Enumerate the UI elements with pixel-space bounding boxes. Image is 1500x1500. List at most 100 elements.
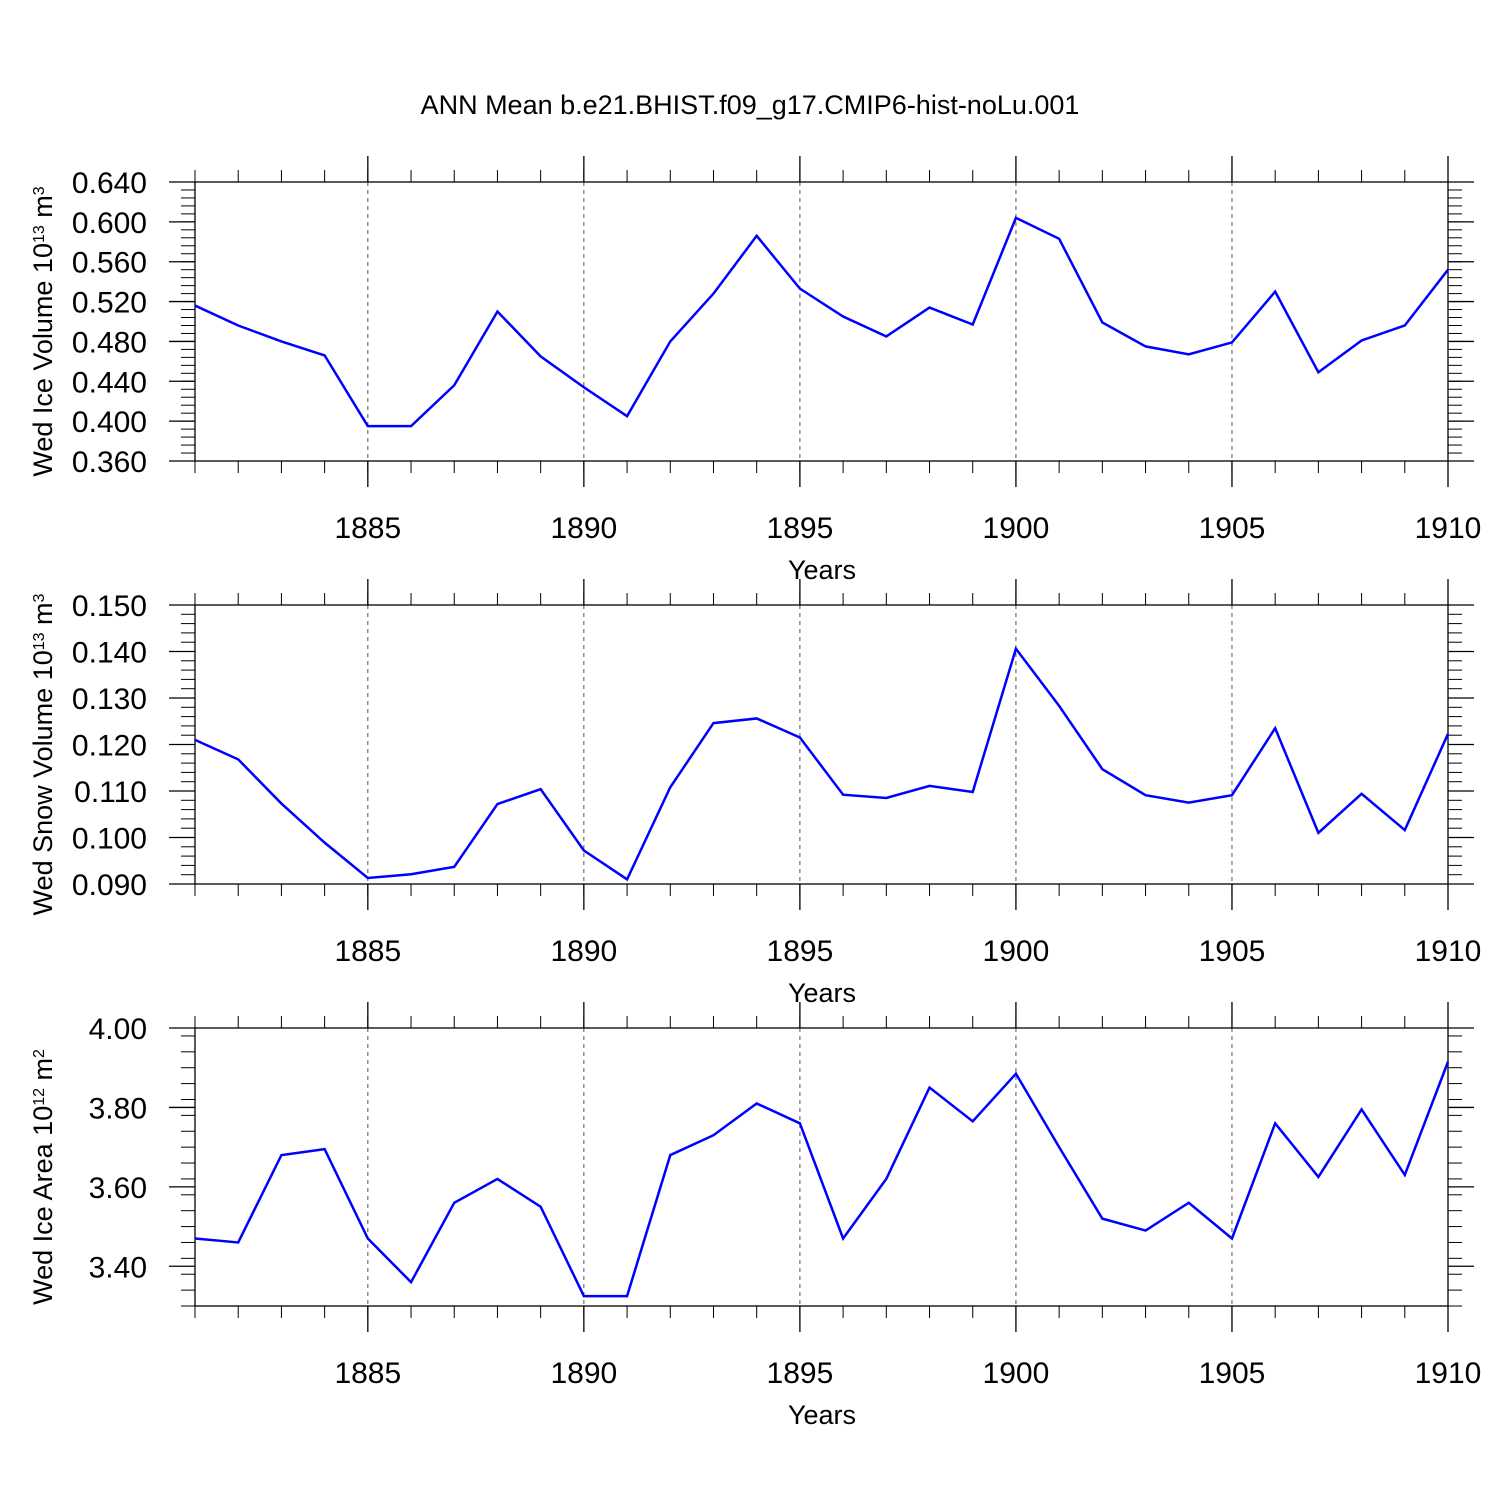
x-tick-label: 1885 <box>334 935 401 968</box>
data-point <box>885 335 887 337</box>
panel-3: 1885 1890 1895 1900 1905 1910 Years 3.40 3.60 3.8… <box>28 1002 1481 1430</box>
data-point <box>1447 1061 1449 1063</box>
series-line <box>194 216 1449 428</box>
data-point <box>669 786 671 788</box>
y-tick-label: 0.480 <box>72 326 147 359</box>
data-point <box>1144 794 1146 796</box>
data-point <box>539 355 541 357</box>
data-point <box>194 739 196 741</box>
y-tick-label: 0.520 <box>72 287 147 320</box>
y-tick-label: 0.150 <box>72 590 147 623</box>
data-point <box>1317 1176 1319 1178</box>
x-tick-label: 1900 <box>983 512 1050 545</box>
data-point <box>453 1202 455 1204</box>
data-point <box>1404 1174 1406 1176</box>
data-point <box>626 878 628 880</box>
data-point <box>496 1178 498 1180</box>
x-tick-label: 1900 <box>983 935 1050 968</box>
data-point <box>928 785 930 787</box>
data-point <box>1447 733 1449 735</box>
data-point <box>1274 290 1276 292</box>
data-point <box>1231 341 1233 343</box>
data-point <box>237 324 239 326</box>
data-point <box>1360 339 1362 341</box>
y-tick-label: 3.60 <box>89 1172 147 1205</box>
data-point <box>583 1295 585 1297</box>
panel-2: 1885 1890 1895 1900 1905 1910 Years 0.090 0.100 0… <box>28 579 1481 1008</box>
data-point <box>972 791 974 793</box>
data-point <box>453 384 455 386</box>
data-point <box>237 1241 239 1243</box>
data-point <box>1101 768 1103 770</box>
data-point <box>323 354 325 356</box>
y-tick-label: 0.140 <box>72 637 147 670</box>
data-point <box>237 758 239 760</box>
series-line <box>194 1061 1450 1298</box>
data-point <box>496 310 498 312</box>
data-point <box>799 1122 801 1124</box>
data-point <box>928 1086 930 1088</box>
data-point <box>972 1120 974 1122</box>
data-point <box>972 323 974 325</box>
x-tick-label: 1910 <box>1415 935 1482 968</box>
data-point <box>1015 648 1017 650</box>
y-tick-label: 0.130 <box>72 683 147 716</box>
data-point <box>453 866 455 868</box>
y-axis-label: Wed Ice Volume 1013 m3 <box>28 186 58 476</box>
plot-frame <box>194 1027 1449 1307</box>
data-point <box>539 1206 541 1208</box>
x-axis-label: Years <box>788 555 856 585</box>
x-tick-label: 1890 <box>550 1357 617 1390</box>
data-point <box>1231 1237 1233 1239</box>
y-tick-label: 3.40 <box>89 1251 147 1284</box>
data-point <box>842 794 844 796</box>
data-point <box>1058 705 1060 707</box>
data-point <box>1447 268 1449 270</box>
data-point <box>410 873 412 875</box>
y-tick-label: 0.400 <box>72 406 147 439</box>
data-point <box>1404 324 1406 326</box>
y-tick-label: 0.120 <box>72 730 147 763</box>
data-point <box>1188 1202 1190 1204</box>
data-point <box>1360 793 1362 795</box>
x-axis-label: Years <box>788 1400 856 1430</box>
data-point <box>885 1178 887 1180</box>
x-axis-label: Years <box>788 978 856 1008</box>
data-point <box>1015 1072 1017 1074</box>
x-tick-label: 1900 <box>983 1357 1050 1390</box>
data-point <box>367 425 369 427</box>
data-point <box>280 802 282 804</box>
plot-frame <box>194 604 1449 885</box>
x-tick-label: 1890 <box>550 935 617 968</box>
y-tick-label: 0.360 <box>72 446 147 479</box>
data-point <box>1317 371 1319 373</box>
data-point <box>280 340 282 342</box>
data-point <box>583 386 585 388</box>
data-point <box>885 797 887 799</box>
data-point <box>323 1148 325 1150</box>
data-point <box>1274 1122 1276 1124</box>
y-axis-label: Wed Ice Area 1012 m2 <box>28 1049 58 1305</box>
data-point <box>842 315 844 317</box>
data-point <box>755 235 757 237</box>
data-point <box>1101 1217 1103 1219</box>
series-line <box>194 645 1450 882</box>
data-point <box>1144 1229 1146 1231</box>
data-point <box>323 841 325 843</box>
y-tick-label: 0.110 <box>74 776 147 809</box>
data-point <box>1404 829 1406 831</box>
x-tick-label: 1905 <box>1199 935 1266 968</box>
data-point <box>799 736 801 738</box>
panel-1: 1885 1890 1895 1900 1905 1910 Years 0.360 0.400 0… <box>28 156 1481 585</box>
data-point <box>669 340 671 342</box>
x-tick-label: 1910 <box>1415 512 1482 545</box>
data-point <box>1231 794 1233 796</box>
plot-frame <box>194 181 1449 462</box>
data-point <box>280 1154 282 1156</box>
x-tick-label: 1905 <box>1199 1357 1266 1390</box>
data-point <box>1101 321 1103 323</box>
x-tick-label: 1895 <box>767 512 834 545</box>
data-point <box>755 1102 757 1104</box>
x-tick-label: 1890 <box>550 512 617 545</box>
